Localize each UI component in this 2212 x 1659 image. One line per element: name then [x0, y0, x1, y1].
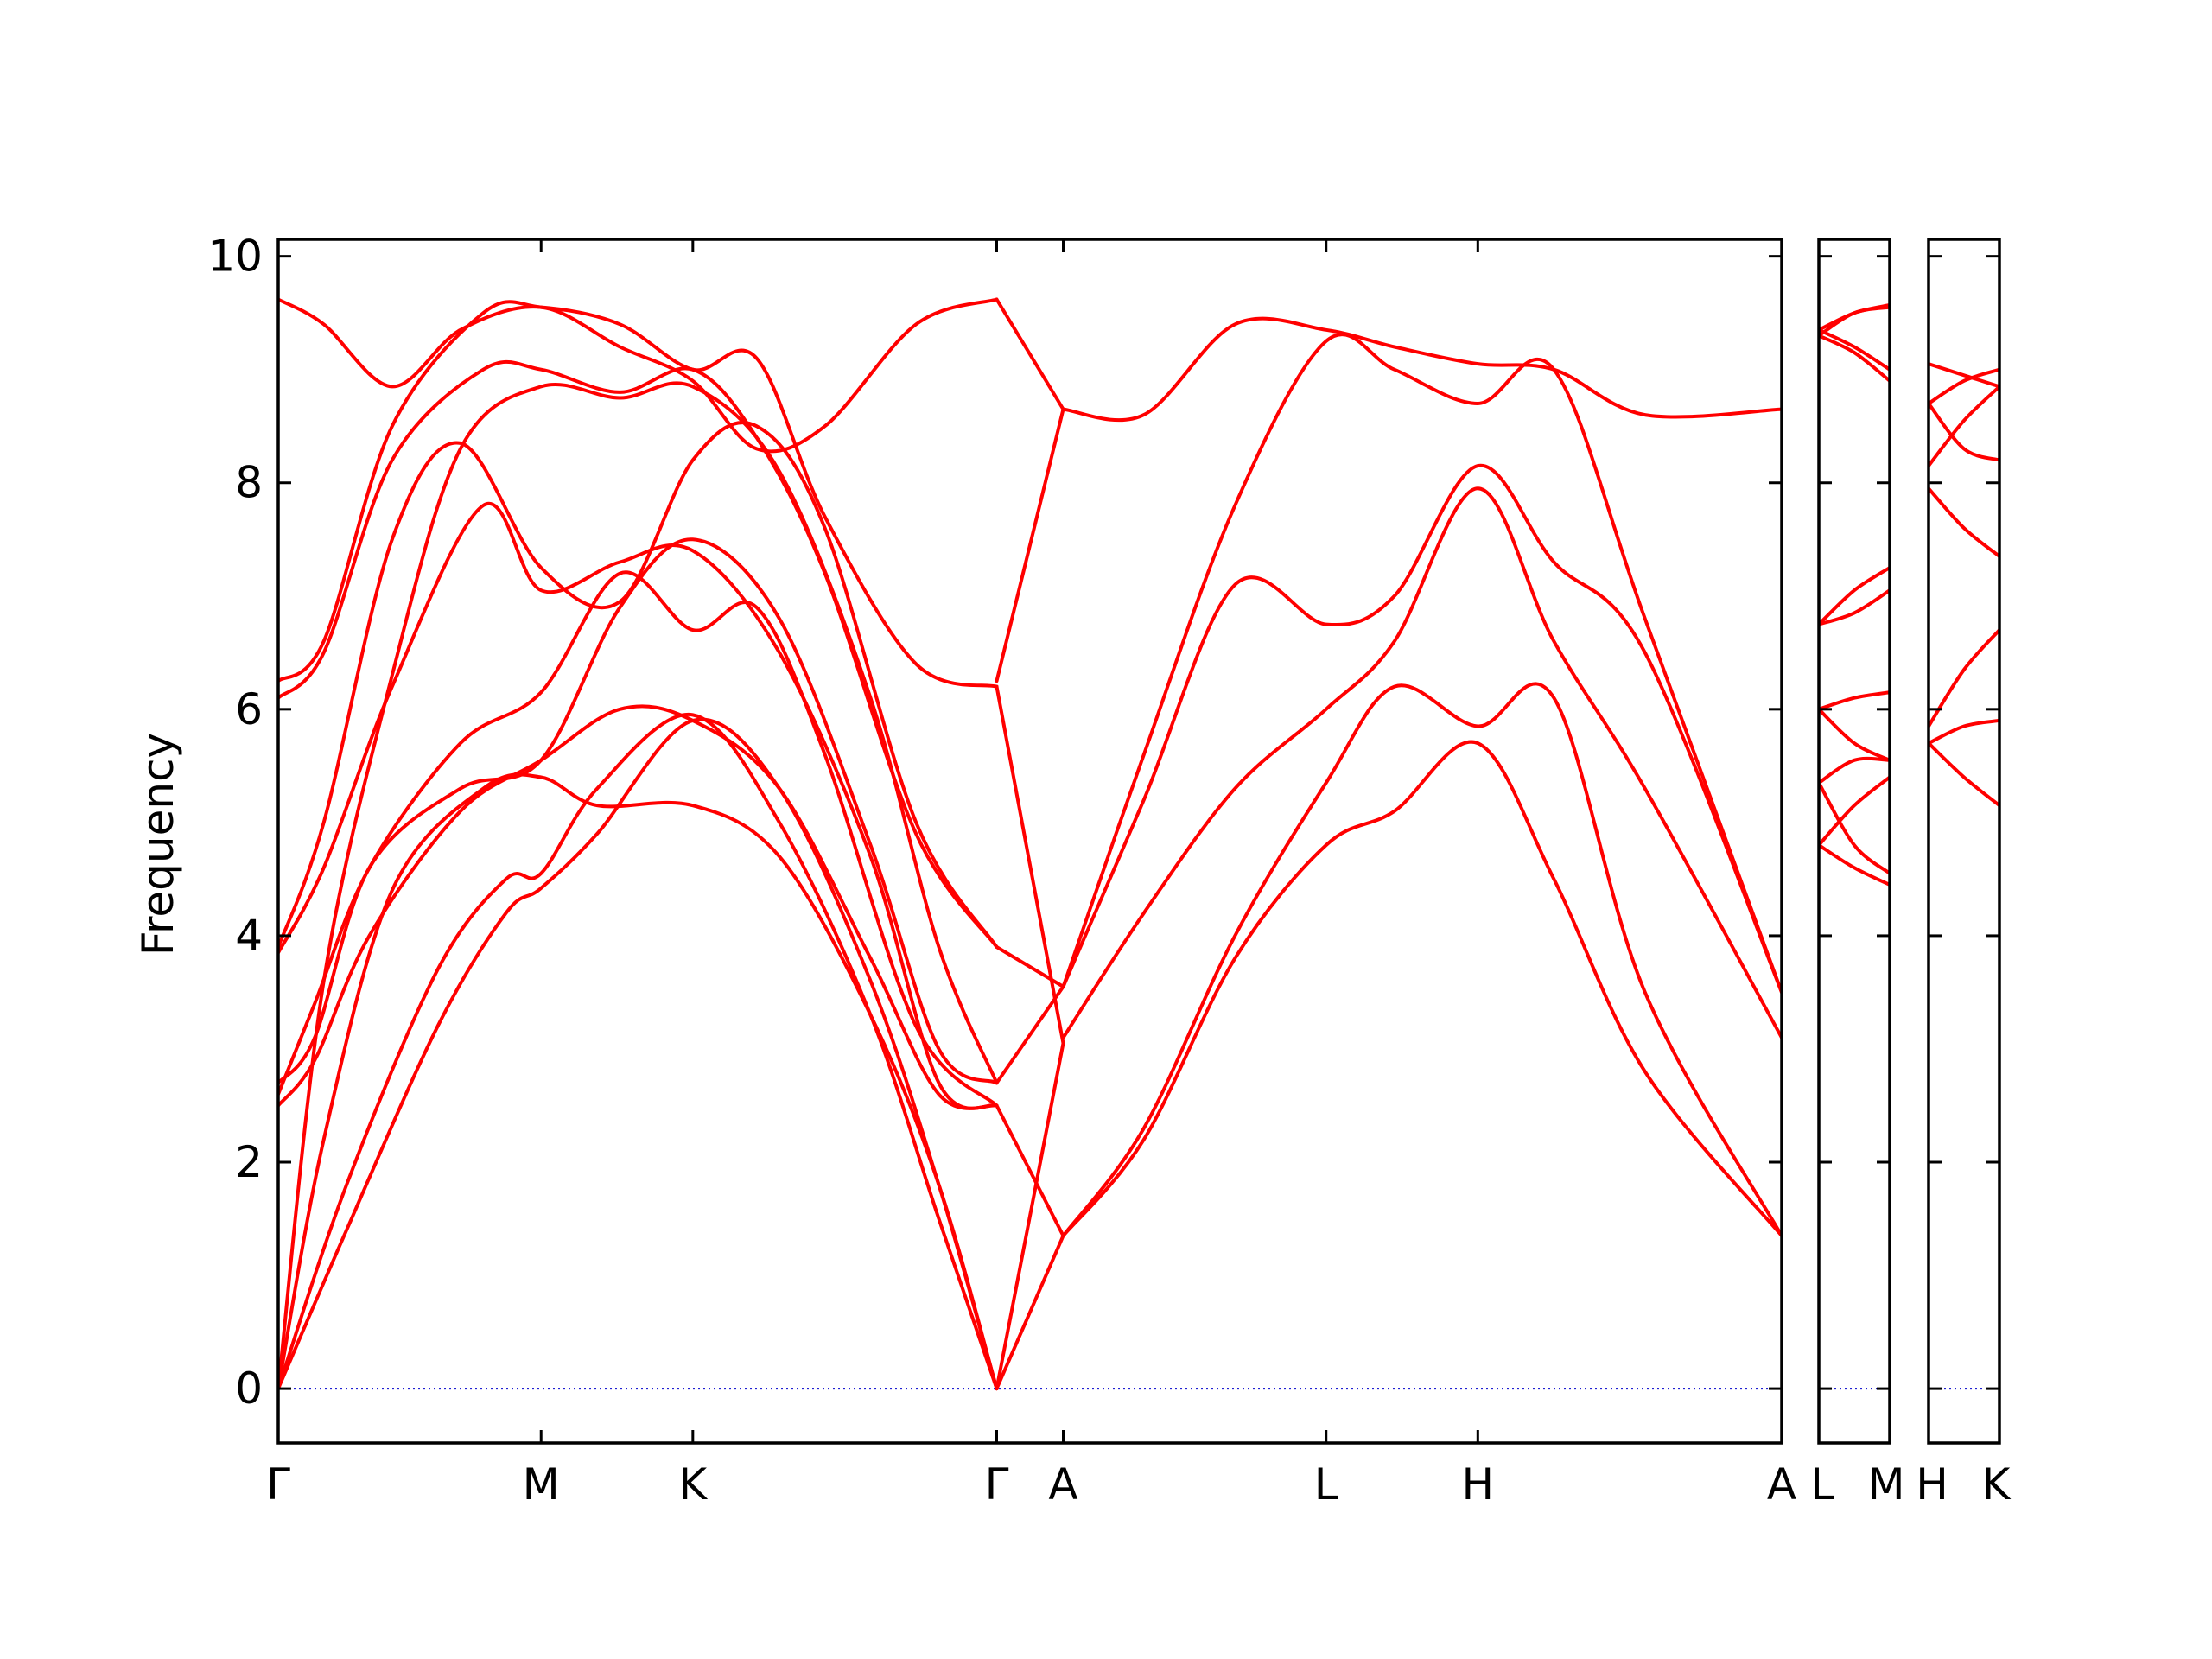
band-line-20: [995, 297, 1065, 411]
band-line-4: [1929, 402, 1999, 462]
band-line-10: [278, 359, 999, 949]
band-line-24: [1061, 464, 1782, 995]
band-line-19: [995, 407, 1065, 683]
plot-frame: [276, 238, 1783, 1445]
y-tick-label: 6: [235, 684, 263, 734]
band-line-7: [1929, 362, 1999, 389]
band-line-15: [995, 1103, 1065, 1238]
band-group: [1929, 362, 1999, 808]
band-line-3: [1929, 718, 1999, 746]
band-line-1: [278, 717, 999, 1391]
band-line-5: [278, 537, 999, 1085]
y-tick-label: 10: [207, 232, 263, 282]
x-tick-label: L: [1314, 1459, 1338, 1510]
y-tick-label: 4: [235, 911, 263, 961]
band-line-1: [1929, 741, 1999, 808]
x-tick-label: Γ: [266, 1459, 290, 1510]
band-line-5: [1929, 385, 1999, 468]
band-line-7: [278, 381, 999, 1391]
band-line-11: [278, 300, 999, 689]
band-line-6: [1819, 756, 1890, 785]
band-line-5: [1819, 690, 1890, 711]
x-tick-label: H: [1462, 1459, 1495, 1510]
band-line-26: [1061, 316, 1782, 423]
x-tick-label: M: [1867, 1459, 1904, 1510]
band-line-2: [1929, 628, 1999, 728]
band-line-6: [278, 570, 999, 1108]
plot-frame: [1927, 238, 2001, 1445]
band-line-3: [278, 772, 999, 1391]
x-tick-label: K: [678, 1459, 708, 1510]
plot-frame: [1817, 238, 1891, 1445]
band-line-18: [995, 684, 1065, 1046]
band-line-25: [1061, 333, 1782, 995]
band-line-22: [1061, 682, 1782, 1238]
band-line-1: [1819, 843, 1890, 887]
y-tick-label: 8: [235, 458, 263, 508]
band-line-6: [1929, 486, 1999, 558]
band-line-8: [1819, 588, 1890, 626]
band-line-16: [995, 984, 1065, 1085]
band-line-21: [1061, 740, 1782, 1238]
x-tick-label: L: [1810, 1459, 1834, 1510]
y-tick-label: 0: [235, 1363, 263, 1414]
x-tick-label: M: [523, 1459, 560, 1510]
band-line-23: [1061, 486, 1782, 1039]
x-tick-label: K: [1982, 1459, 2012, 1510]
x-tick-label: Γ: [985, 1459, 1009, 1510]
band-line-14: [995, 1041, 1065, 1391]
y-tick-label: 2: [235, 1137, 263, 1187]
band-line-2: [278, 713, 999, 1391]
y-axis-title: Frequency: [133, 733, 183, 956]
band-line-9: [1819, 334, 1890, 383]
band-group: [278, 297, 1782, 1391]
x-tick-label: H: [1916, 1459, 1948, 1510]
band-line-4: [1819, 707, 1890, 762]
band-line-3: [1819, 775, 1890, 848]
band-line-8: [1929, 367, 1999, 405]
band-line-10: [1819, 327, 1890, 372]
band-line-2: [1819, 781, 1890, 875]
band-group: [1819, 303, 1890, 887]
band-line-9: [278, 421, 999, 949]
x-tick-label: A: [1767, 1459, 1796, 1510]
x-tick-label: A: [1048, 1459, 1077, 1510]
band-line-12: [278, 297, 999, 454]
band-line-12: [1819, 303, 1890, 332]
band-line-8: [278, 501, 999, 1110]
band-line-4: [278, 704, 999, 1110]
band-line-7: [1819, 566, 1890, 626]
band-line-13: [995, 1234, 1065, 1391]
